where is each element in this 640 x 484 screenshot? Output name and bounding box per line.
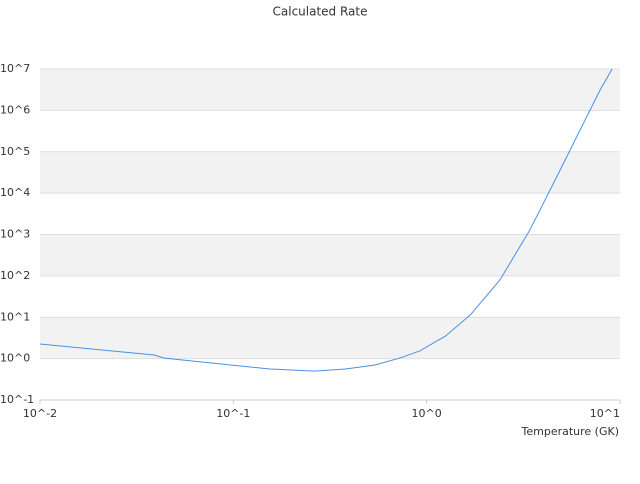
y-tick-label: 10^-1	[0, 393, 34, 406]
y-tick-label: 10^5	[0, 145, 30, 158]
y-tick-label: 10^2	[0, 269, 30, 282]
y-tick-label: 10^6	[0, 103, 30, 116]
grid-band	[40, 151, 620, 194]
grid-band	[40, 317, 620, 359]
x-tick-label: 10^-1	[216, 407, 250, 420]
x-axis-label: Temperature (GK)	[521, 425, 620, 438]
y-tick-label: 10^4	[0, 186, 30, 199]
y-tick-label: 10^0	[0, 352, 30, 365]
grid-band	[40, 69, 620, 111]
x-tick-label: 10^0	[412, 407, 442, 420]
x-tick-label: 10^-2	[23, 407, 57, 420]
y-tick-label: 10^7	[0, 62, 30, 75]
y-tick-label: 10^3	[0, 228, 30, 241]
line	[39, 68, 613, 372]
grid-band	[40, 234, 620, 276]
y-tick-label: 10^1	[0, 310, 30, 323]
chart-title: Calculated Rate	[273, 5, 368, 19]
x-tick-label: 10^1	[590, 407, 620, 420]
